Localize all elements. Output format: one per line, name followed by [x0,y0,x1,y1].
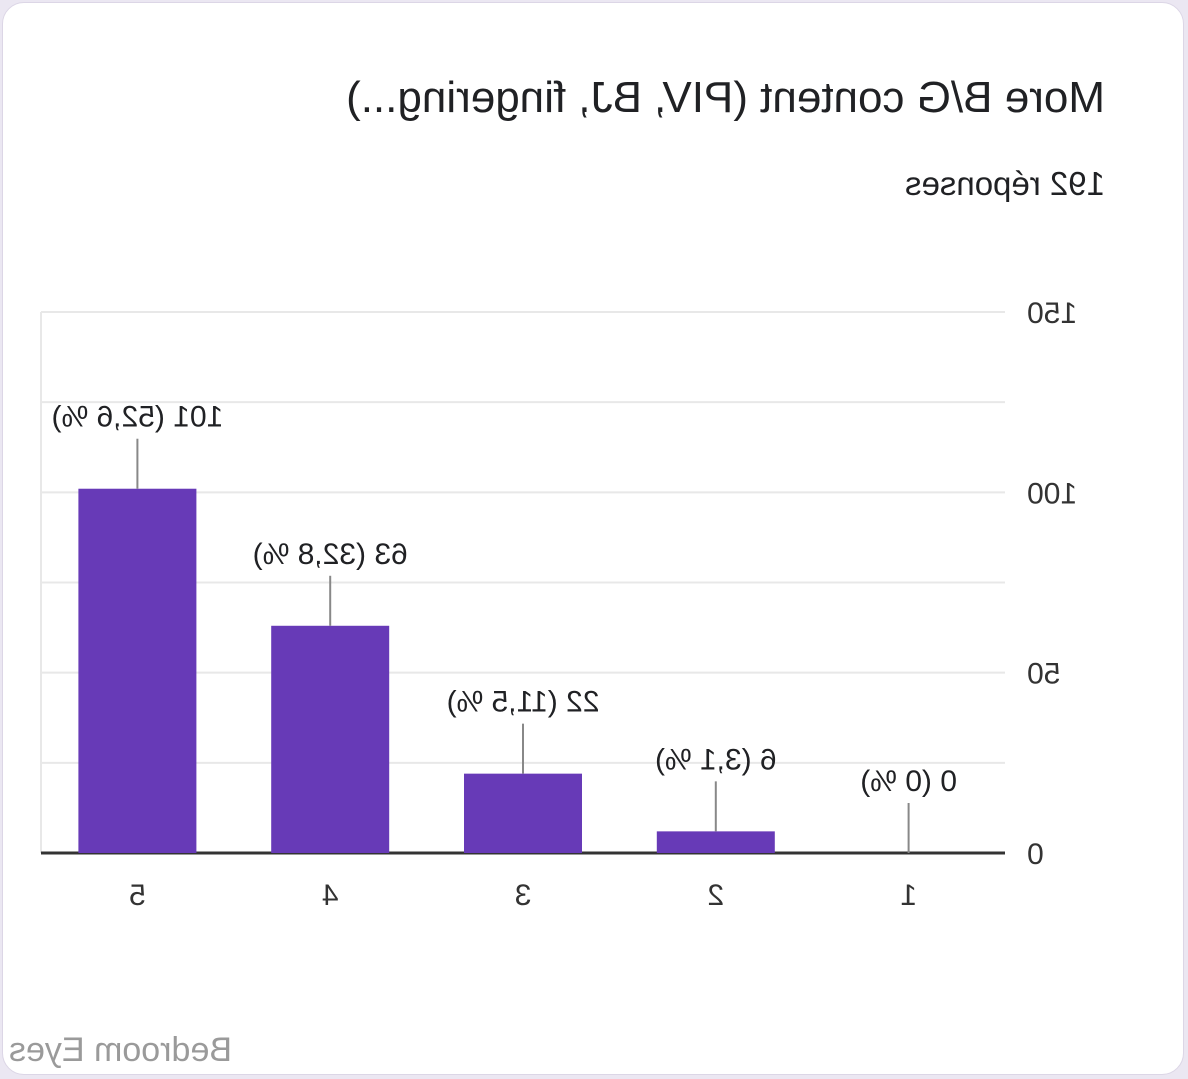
data-label: 101 (52,6 %) [52,401,224,434]
bar [78,488,197,853]
x-tick-label: 5 [129,879,146,912]
data-label: 6 (3,1 %) [655,743,777,776]
data-label: 0 (0 %) [860,765,957,798]
bar [656,831,775,853]
mirrored-content: More B/G content (PIV, BJ, fingering...)… [3,3,1183,1074]
data-label: 63 (32,8 %) [253,538,408,571]
y-tick-label: 0 [1027,838,1044,871]
x-tick-label: 1 [900,879,917,912]
x-tick-label: 4 [322,879,339,912]
y-tick-label: 100 [1027,477,1077,510]
y-tick-label: 150 [1027,297,1077,330]
bar [271,625,390,853]
x-tick-label: 3 [515,879,532,912]
y-tick-label: 50 [1027,658,1060,691]
x-tick-label: 2 [707,879,724,912]
bar-chart: 0 50 100 150 0 (0 %) 1 6 (3,1 %) 2 22 (11,5 %) 3 6… [40,297,1077,912]
data-label: 22 (11,5 %) [447,686,600,719]
watermark: Bedroom Eyes [9,1031,232,1069]
bar [464,773,582,853]
